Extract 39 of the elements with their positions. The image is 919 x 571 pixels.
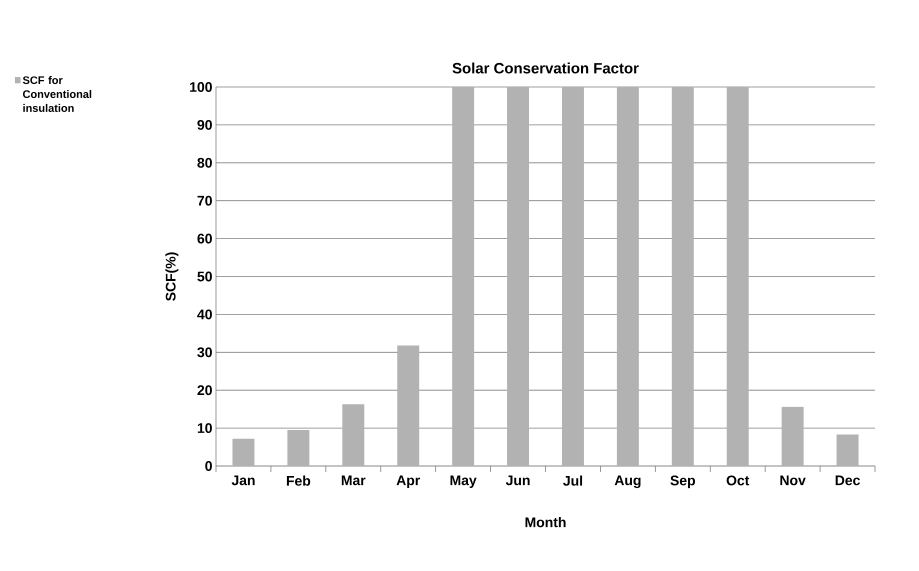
y-axis-title: SCF(%): [165, 252, 178, 301]
x-tick-label: Feb: [286, 476, 310, 486]
bar: [672, 86, 694, 466]
y-tick-label: 30: [197, 347, 212, 358]
bar: [342, 404, 364, 466]
y-tick-label: 90: [197, 120, 212, 130]
y-tick-label: 50: [197, 272, 212, 282]
chart-title: Solar Conservation Factor: [452, 62, 639, 74]
bar: [232, 438, 254, 466]
y-tick-label: 60: [197, 234, 212, 244]
x-tick-label: Apr: [396, 476, 420, 488]
bar: [452, 86, 474, 466]
bar: [726, 86, 749, 466]
x-tick-label: Dec: [836, 476, 860, 486]
x-tick-label: Nov: [780, 476, 806, 486]
y-tick-label: 0: [205, 461, 212, 471]
x-tick-label: Aug: [614, 476, 641, 488]
x-tick-label: Oct: [726, 476, 750, 486]
bar: [616, 86, 639, 466]
y-tick-label: 100: [190, 82, 212, 92]
x-tick-label: Jun: [506, 476, 530, 486]
x-axis-title: Month: [526, 516, 566, 528]
y-tick-label: 10: [198, 423, 212, 434]
x-tick-label: Jul: [563, 476, 582, 486]
bar: [836, 434, 859, 466]
bar: [287, 430, 310, 466]
bar: [782, 406, 804, 466]
x-tick-label: Sep: [670, 476, 696, 488]
y-tick-label: 40: [197, 309, 212, 320]
legend-label: SCF for Conventional insulation: [22, 76, 92, 112]
y-tick-label: 70: [198, 196, 212, 206]
x-tick-label: Jan: [232, 476, 255, 486]
bar: [507, 86, 530, 466]
x-tick-label: May: [450, 476, 477, 488]
bar: [562, 86, 584, 466]
x-tick-label: Mar: [342, 476, 366, 486]
y-tick-label: 80: [197, 158, 212, 168]
y-tick-label: 20: [197, 385, 212, 396]
bar: [397, 345, 420, 466]
